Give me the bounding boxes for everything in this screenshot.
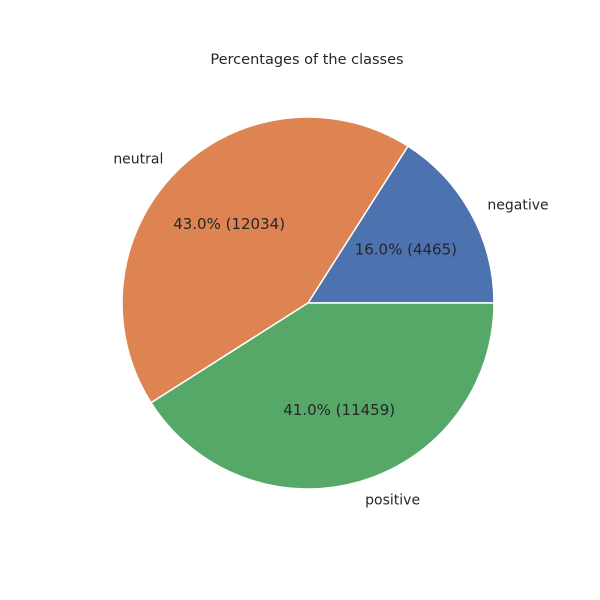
slice-percent-neutral: 43.0% (12034) <box>173 215 285 233</box>
pie-slices <box>121 116 495 490</box>
chart-title: Percentages of the classes <box>210 52 403 68</box>
pie-slice-positive <box>150 302 495 490</box>
pie-labels: negative 16.0% (4465) neutral 43.0% (12034)… <box>113 151 548 508</box>
slice-percent-positive: 41.0% (11459) <box>283 401 395 419</box>
slice-label-negative: negative <box>487 198 548 214</box>
slice-label-neutral: neutral <box>113 151 163 167</box>
pie-slice-neutral <box>121 116 409 404</box>
pie-slice-negative <box>307 145 495 304</box>
slice-percent-negative: 16.0% (4465) <box>355 240 457 258</box>
slice-label-positive: positive <box>365 492 420 508</box>
